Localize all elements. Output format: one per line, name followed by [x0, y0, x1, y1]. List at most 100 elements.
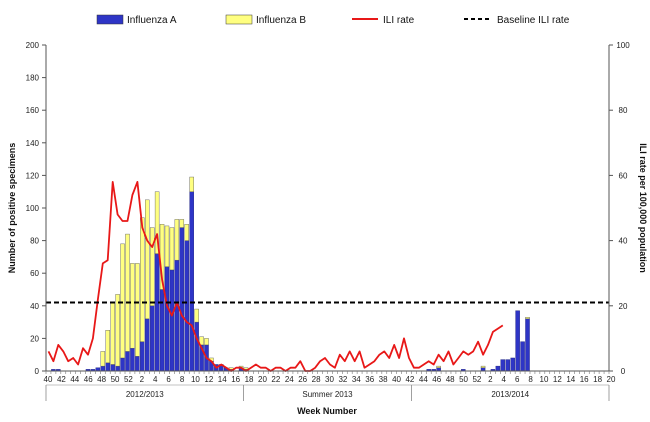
bar-influenza-a — [125, 351, 130, 372]
x-tick-label: 18 — [245, 375, 254, 384]
bar-influenza-b — [125, 233, 130, 352]
y-axis-title: Number of positive specimens — [7, 143, 17, 274]
x-tick-label: 20 — [258, 375, 267, 384]
x-axis-title: Week Number — [297, 406, 357, 416]
bar-influenza-a — [140, 341, 145, 372]
x-tick-label: 10 — [191, 375, 200, 384]
x-tick-label: 4 — [153, 375, 158, 384]
bar-influenza-b — [436, 365, 441, 368]
bar-influenza-b — [179, 219, 185, 228]
bar-influenza-b — [135, 263, 140, 357]
x-tick-label: 40 — [44, 375, 53, 384]
bar-influenza-b — [184, 224, 189, 241]
x-tick-label: 44 — [70, 375, 79, 384]
bar-influenza-a — [500, 359, 506, 372]
bar-influenza-b — [194, 308, 199, 323]
bar-influenza-a — [164, 266, 170, 372]
bar-influenza-b — [480, 365, 486, 368]
bar-influenza-a — [154, 253, 160, 372]
period-label: 2013/2014 — [491, 390, 529, 399]
bar-influenza-b — [140, 217, 145, 342]
legend-label-baseline-ili-rate: Baseline ILI rate — [497, 15, 570, 26]
bar-influenza-a — [525, 318, 530, 372]
y-tick-label: 180 — [26, 74, 40, 83]
y-tick-label: 0 — [35, 367, 40, 376]
bar-influenza-b — [145, 199, 150, 320]
bar-influenza-b — [115, 294, 120, 367]
x-tick-label: 42 — [405, 375, 414, 384]
bar-influenza-a — [130, 347, 135, 372]
bar-influenza-a — [115, 365, 120, 372]
x-tick-label: 10 — [540, 375, 549, 384]
y-tick-label: 40 — [30, 302, 39, 311]
legend-label-influenza-a: Influenza A — [127, 15, 177, 26]
y2-tick-label: 0 — [621, 367, 626, 376]
bar-influenza-b — [154, 191, 160, 254]
y-tick-label: 120 — [26, 171, 40, 180]
x-tick-label: 20 — [607, 375, 616, 384]
x-tick-label: 36 — [365, 375, 374, 384]
x-tick-label: 6 — [515, 375, 520, 384]
lines — [46, 180, 609, 372]
x-tick-label: 32 — [338, 375, 347, 384]
bar-influenza-a — [184, 240, 189, 372]
y-tick-label: 140 — [26, 139, 40, 148]
legend-label-influenza-b: Influenza B — [256, 15, 306, 26]
x-tick-label: 46 — [432, 375, 441, 384]
y2-tick-label: 100 — [616, 41, 630, 50]
y-tick-label: 20 — [30, 334, 39, 343]
bar-influenza-a — [149, 305, 155, 372]
x-tick-label: 8 — [528, 375, 533, 384]
y-tick-label: 60 — [30, 269, 39, 278]
period-label: 2012/2013 — [126, 390, 164, 399]
bar-influenza-b — [525, 317, 530, 320]
x-tick-label: 12 — [204, 375, 213, 384]
legend-swatch-influenza-a — [96, 14, 124, 25]
bar-influenza-b — [100, 351, 106, 367]
x-tick-label: 12 — [553, 375, 562, 384]
x-tick-label: 22 — [271, 375, 280, 384]
x-tick-label: 44 — [419, 375, 428, 384]
y-tick-label: 200 — [26, 41, 40, 50]
x-tick-label: 14 — [566, 375, 575, 384]
y2-tick-label: 80 — [619, 106, 628, 115]
bars — [51, 176, 530, 372]
x-tick-label: 50 — [459, 375, 468, 384]
x-tick-label: 14 — [218, 375, 227, 384]
bar-influenza-b — [169, 227, 175, 271]
bar-influenza-b — [204, 338, 209, 346]
x-tick-label: 24 — [285, 375, 294, 384]
bar-influenza-b — [174, 219, 180, 261]
y-tick-label: 80 — [30, 237, 39, 246]
bar-influenza-a — [194, 321, 199, 372]
bar-influenza-b — [105, 330, 110, 364]
x-tick-label: 46 — [84, 375, 93, 384]
legend-label-ili-rate: ILI rate — [383, 15, 415, 26]
bar-influenza-b — [164, 225, 170, 267]
x-tick-label: 52 — [472, 375, 481, 384]
x-tick-label: 34 — [352, 375, 361, 384]
bar-influenza-a — [505, 359, 510, 372]
axes: 0 20 40 60 80 100 120 140 160 180 200 0 20 40 60 80 100 4… — [26, 41, 630, 401]
x-tick-label: 42 — [57, 375, 66, 384]
line-ili-rate — [47, 180, 504, 372]
bar-influenza-b — [189, 176, 194, 192]
x-tick-label: 6 — [166, 375, 171, 384]
x-tick-label: 8 — [180, 375, 185, 384]
bar-influenza-b — [149, 227, 155, 306]
y2-tick-label: 60 — [619, 171, 628, 180]
x-tick-label: 4 — [502, 375, 507, 384]
y2-tick-label: 20 — [619, 302, 628, 311]
x-tick-label: 16 — [580, 375, 589, 384]
x-tick-label: 18 — [593, 375, 602, 384]
y-tick-label: 160 — [26, 106, 40, 115]
x-tick-label: 48 — [446, 375, 455, 384]
period-label: Summer 2013 — [302, 390, 353, 399]
bar-influenza-b — [120, 243, 125, 359]
bar-influenza-a — [520, 341, 525, 372]
legend-swatch-influenza-b — [225, 14, 253, 25]
bar-influenza-a — [510, 357, 515, 372]
bar-influenza-a — [110, 364, 115, 372]
bar-influenza-a — [515, 310, 520, 372]
